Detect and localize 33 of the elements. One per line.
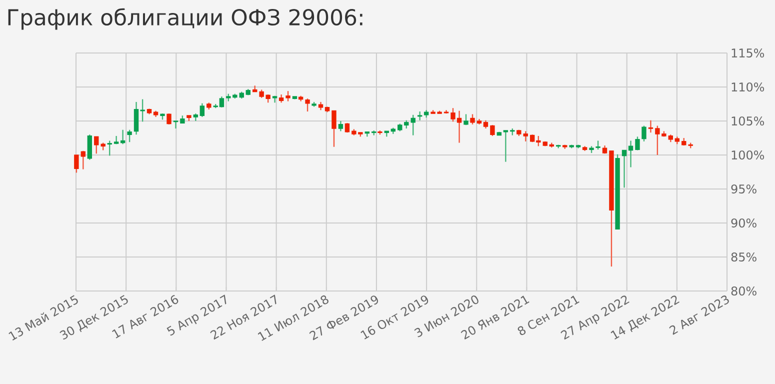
candlestick (635, 136, 640, 151)
y-tick-label: 105% (732, 116, 764, 126)
candlestick (332, 110, 336, 148)
chart-title: График облигации ОФЗ 29006: (8, 8, 362, 30)
candlestick (470, 114, 475, 125)
candlestick (305, 98, 310, 112)
candlestick (200, 102, 205, 118)
y-tick-label: 85% (731, 252, 756, 262)
candlestick (127, 129, 132, 143)
y-tick-label: 100% (732, 150, 764, 160)
y-tick-label: 80% (731, 286, 756, 296)
candlestick (622, 150, 627, 188)
candlestick (628, 140, 634, 168)
candlestick (87, 134, 92, 160)
y-tick-label: 95% (731, 184, 756, 194)
candlestick (338, 120, 344, 132)
candlestick (94, 136, 99, 154)
candlestick (648, 120, 654, 134)
candlestick (410, 114, 416, 136)
candlestick (503, 130, 508, 162)
candlestick (490, 124, 495, 137)
y-tick-label: 90% (731, 218, 756, 228)
candlestick (523, 130, 528, 142)
y-tick-label: 115% (732, 48, 764, 58)
candlestick (166, 112, 172, 125)
y-tick-label: 110% (732, 82, 764, 92)
candlestick (173, 120, 178, 130)
candlestick (74, 154, 79, 174)
candlestick (107, 140, 112, 156)
candlestick (286, 90, 290, 102)
candlestick (80, 150, 86, 170)
candlestick (417, 110, 422, 121)
candlestick (642, 125, 646, 142)
